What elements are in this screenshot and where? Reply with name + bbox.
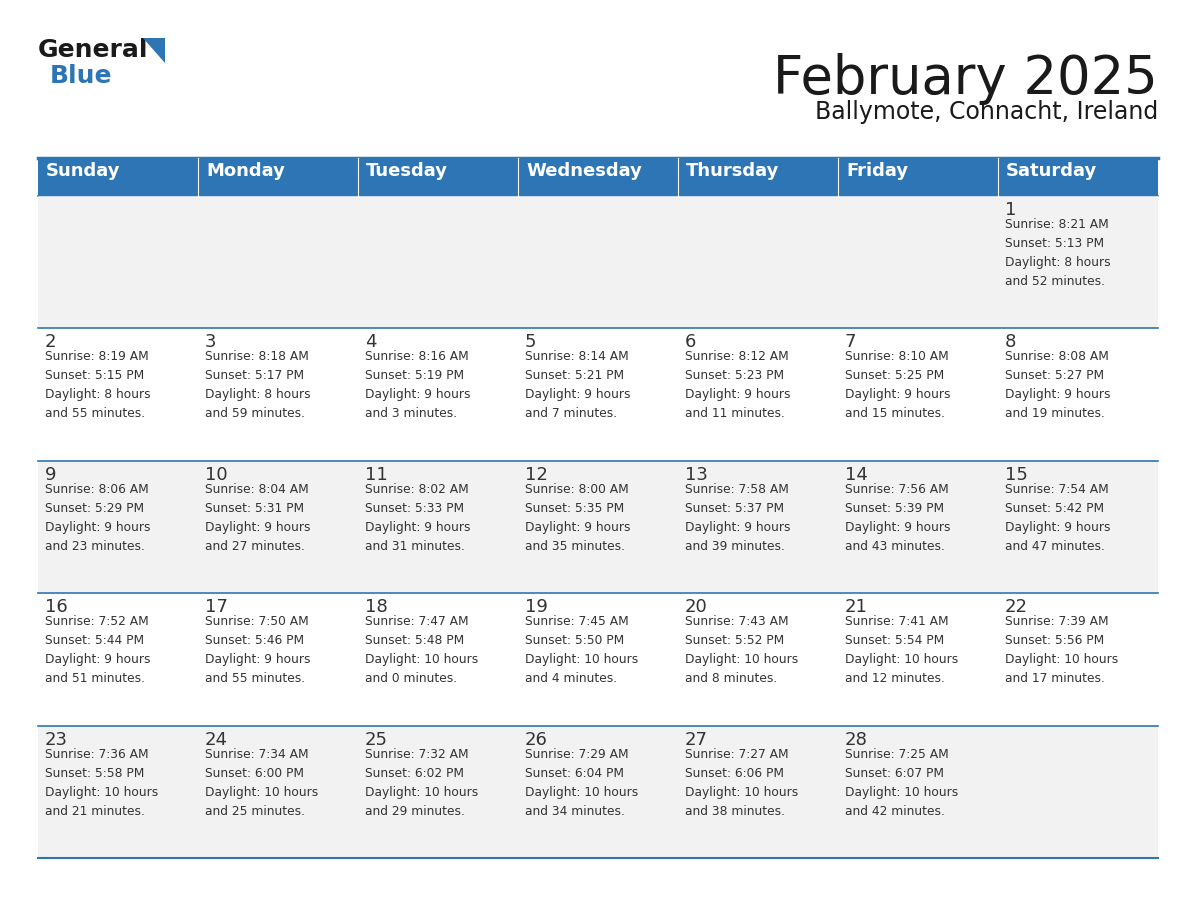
Bar (38, 158, 1158, 196)
Text: 23: 23 (45, 731, 68, 748)
Text: Sunrise: 7:36 AM
Sunset: 5:58 PM
Daylight: 10 hours
and 21 minutes.: Sunrise: 7:36 AM Sunset: 5:58 PM Dayligh… (45, 747, 158, 818)
Text: Sunrise: 7:34 AM
Sunset: 6:00 PM
Daylight: 10 hours
and 25 minutes.: Sunrise: 7:34 AM Sunset: 6:00 PM Dayligh… (206, 747, 318, 818)
Text: 20: 20 (685, 599, 708, 616)
Text: 28: 28 (845, 731, 868, 748)
Text: Sunrise: 7:25 AM
Sunset: 6:07 PM
Daylight: 10 hours
and 42 minutes.: Sunrise: 7:25 AM Sunset: 6:07 PM Dayligh… (845, 747, 959, 818)
Text: Sunrise: 8:06 AM
Sunset: 5:29 PM
Daylight: 9 hours
and 23 minutes.: Sunrise: 8:06 AM Sunset: 5:29 PM Dayligh… (45, 483, 151, 553)
Bar (38, 725, 1158, 858)
Bar (38, 196, 1158, 329)
Text: General: General (38, 38, 148, 62)
Text: 24: 24 (206, 731, 228, 748)
Text: Ballymote, Connacht, Ireland: Ballymote, Connacht, Ireland (815, 100, 1158, 124)
Text: Tuesday: Tuesday (366, 162, 448, 180)
Text: 1: 1 (1005, 201, 1017, 219)
Text: Sunrise: 7:32 AM
Sunset: 6:02 PM
Daylight: 10 hours
and 29 minutes.: Sunrise: 7:32 AM Sunset: 6:02 PM Dayligh… (365, 747, 479, 818)
Text: Blue: Blue (50, 64, 113, 88)
Text: Sunrise: 7:29 AM
Sunset: 6:04 PM
Daylight: 10 hours
and 34 minutes.: Sunrise: 7:29 AM Sunset: 6:04 PM Dayligh… (525, 747, 638, 818)
Text: 19: 19 (525, 599, 548, 616)
Text: Saturday: Saturday (1006, 162, 1098, 180)
Bar (38, 329, 1158, 461)
Text: 9: 9 (45, 465, 57, 484)
Polygon shape (143, 38, 165, 63)
Bar (38, 593, 1158, 725)
Text: 7: 7 (845, 333, 857, 352)
Text: Sunrise: 8:19 AM
Sunset: 5:15 PM
Daylight: 8 hours
and 55 minutes.: Sunrise: 8:19 AM Sunset: 5:15 PM Dayligh… (45, 351, 151, 420)
Bar (38, 461, 1158, 593)
Text: 14: 14 (845, 465, 868, 484)
Text: Sunrise: 8:12 AM
Sunset: 5:23 PM
Daylight: 9 hours
and 11 minutes.: Sunrise: 8:12 AM Sunset: 5:23 PM Dayligh… (685, 351, 790, 420)
Text: Sunrise: 7:27 AM
Sunset: 6:06 PM
Daylight: 10 hours
and 38 minutes.: Sunrise: 7:27 AM Sunset: 6:06 PM Dayligh… (685, 747, 798, 818)
Text: Sunrise: 8:04 AM
Sunset: 5:31 PM
Daylight: 9 hours
and 27 minutes.: Sunrise: 8:04 AM Sunset: 5:31 PM Dayligh… (206, 483, 310, 553)
Text: 27: 27 (685, 731, 708, 748)
Text: Sunrise: 8:08 AM
Sunset: 5:27 PM
Daylight: 9 hours
and 19 minutes.: Sunrise: 8:08 AM Sunset: 5:27 PM Dayligh… (1005, 351, 1111, 420)
Text: Sunrise: 7:52 AM
Sunset: 5:44 PM
Daylight: 9 hours
and 51 minutes.: Sunrise: 7:52 AM Sunset: 5:44 PM Dayligh… (45, 615, 151, 685)
Text: Sunrise: 8:14 AM
Sunset: 5:21 PM
Daylight: 9 hours
and 7 minutes.: Sunrise: 8:14 AM Sunset: 5:21 PM Dayligh… (525, 351, 631, 420)
Text: Thursday: Thursday (685, 162, 779, 180)
Text: Wednesday: Wednesday (526, 162, 642, 180)
Text: 18: 18 (365, 599, 387, 616)
Text: 8: 8 (1005, 333, 1017, 352)
Text: 21: 21 (845, 599, 868, 616)
Text: February 2025: February 2025 (773, 53, 1158, 105)
Text: Sunrise: 8:18 AM
Sunset: 5:17 PM
Daylight: 8 hours
and 59 minutes.: Sunrise: 8:18 AM Sunset: 5:17 PM Dayligh… (206, 351, 310, 420)
Text: 13: 13 (685, 465, 708, 484)
Text: 17: 17 (206, 599, 228, 616)
Text: Sunrise: 7:54 AM
Sunset: 5:42 PM
Daylight: 9 hours
and 47 minutes.: Sunrise: 7:54 AM Sunset: 5:42 PM Dayligh… (1005, 483, 1111, 553)
Text: 22: 22 (1005, 599, 1028, 616)
Text: Sunrise: 7:56 AM
Sunset: 5:39 PM
Daylight: 9 hours
and 43 minutes.: Sunrise: 7:56 AM Sunset: 5:39 PM Dayligh… (845, 483, 950, 553)
Text: 10: 10 (206, 465, 228, 484)
Text: Sunrise: 7:47 AM
Sunset: 5:48 PM
Daylight: 10 hours
and 0 minutes.: Sunrise: 7:47 AM Sunset: 5:48 PM Dayligh… (365, 615, 479, 685)
Text: 6: 6 (685, 333, 696, 352)
Text: 26: 26 (525, 731, 548, 748)
Text: 25: 25 (365, 731, 388, 748)
Text: Sunrise: 7:43 AM
Sunset: 5:52 PM
Daylight: 10 hours
and 8 minutes.: Sunrise: 7:43 AM Sunset: 5:52 PM Dayligh… (685, 615, 798, 685)
Text: Sunrise: 7:39 AM
Sunset: 5:56 PM
Daylight: 10 hours
and 17 minutes.: Sunrise: 7:39 AM Sunset: 5:56 PM Dayligh… (1005, 615, 1118, 685)
Text: 2: 2 (45, 333, 57, 352)
Text: Sunrise: 8:21 AM
Sunset: 5:13 PM
Daylight: 8 hours
and 52 minutes.: Sunrise: 8:21 AM Sunset: 5:13 PM Dayligh… (1005, 218, 1111, 288)
Text: 3: 3 (206, 333, 216, 352)
Text: Sunrise: 8:16 AM
Sunset: 5:19 PM
Daylight: 9 hours
and 3 minutes.: Sunrise: 8:16 AM Sunset: 5:19 PM Dayligh… (365, 351, 470, 420)
Text: 4: 4 (365, 333, 377, 352)
Text: Sunrise: 7:41 AM
Sunset: 5:54 PM
Daylight: 10 hours
and 12 minutes.: Sunrise: 7:41 AM Sunset: 5:54 PM Dayligh… (845, 615, 959, 685)
Text: 11: 11 (365, 465, 387, 484)
Text: 15: 15 (1005, 465, 1028, 484)
Text: Sunrise: 7:58 AM
Sunset: 5:37 PM
Daylight: 9 hours
and 39 minutes.: Sunrise: 7:58 AM Sunset: 5:37 PM Dayligh… (685, 483, 790, 553)
Text: Sunrise: 7:50 AM
Sunset: 5:46 PM
Daylight: 9 hours
and 55 minutes.: Sunrise: 7:50 AM Sunset: 5:46 PM Dayligh… (206, 615, 310, 685)
Text: Friday: Friday (846, 162, 908, 180)
Text: 16: 16 (45, 599, 68, 616)
Text: Monday: Monday (206, 162, 285, 180)
Text: Sunrise: 8:02 AM
Sunset: 5:33 PM
Daylight: 9 hours
and 31 minutes.: Sunrise: 8:02 AM Sunset: 5:33 PM Dayligh… (365, 483, 470, 553)
Text: Sunrise: 7:45 AM
Sunset: 5:50 PM
Daylight: 10 hours
and 4 minutes.: Sunrise: 7:45 AM Sunset: 5:50 PM Dayligh… (525, 615, 638, 685)
Text: 5: 5 (525, 333, 537, 352)
Text: 12: 12 (525, 465, 548, 484)
Text: Sunrise: 8:10 AM
Sunset: 5:25 PM
Daylight: 9 hours
and 15 minutes.: Sunrise: 8:10 AM Sunset: 5:25 PM Dayligh… (845, 351, 950, 420)
Text: Sunday: Sunday (46, 162, 120, 180)
Text: Sunrise: 8:00 AM
Sunset: 5:35 PM
Daylight: 9 hours
and 35 minutes.: Sunrise: 8:00 AM Sunset: 5:35 PM Dayligh… (525, 483, 631, 553)
